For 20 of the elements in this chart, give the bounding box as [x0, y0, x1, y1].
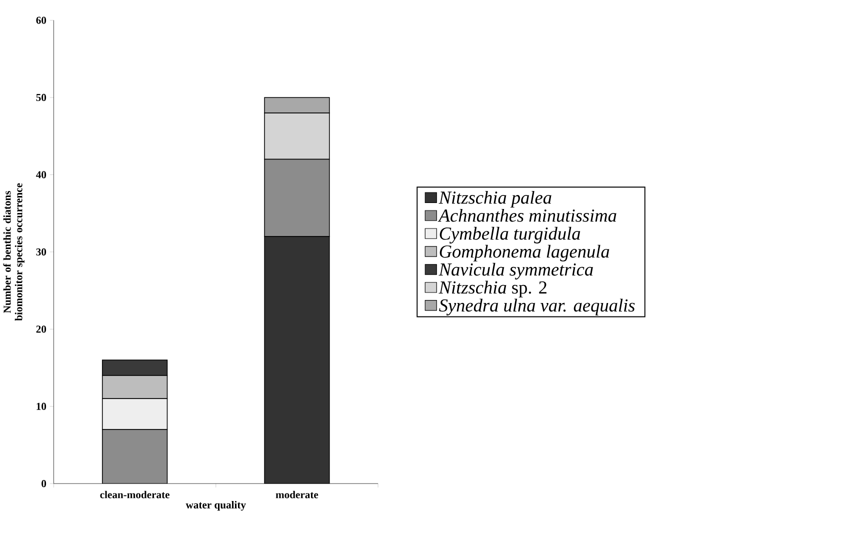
legend-label: Synedra ulna var. aequalis	[439, 299, 635, 316]
x-axis-title: water quality	[186, 501, 246, 511]
legend-label: Cymbella turgidula	[440, 227, 580, 244]
y-tick-label: 40	[36, 171, 46, 179]
y-tick-label: 50	[36, 94, 46, 102]
bar	[264, 159, 330, 238]
y-tick-label: 60	[36, 16, 46, 24]
legend-label: Nitzschia sp. 2	[438, 281, 546, 298]
legend-label: Gomphonema lagenula	[440, 245, 610, 262]
bar	[102, 429, 168, 484]
y-tick-label: 10	[36, 403, 46, 410]
y-axis-title: Number of benthic diatons biomonitor species occurrence	[3, 184, 24, 321]
legend-label: Navicula symmetrica	[438, 263, 593, 280]
y-tick-label: 30	[36, 248, 46, 256]
y-tick-label: 20	[36, 326, 46, 333]
legend-label: Achnanthes minutissima	[438, 209, 616, 222]
legend-label: Nitzschia palea	[438, 191, 552, 208]
y-tick-label: 0	[42, 480, 46, 488]
x-tick-label: moderate	[276, 491, 318, 499]
x-tick-label: clean-moderate	[100, 491, 170, 499]
